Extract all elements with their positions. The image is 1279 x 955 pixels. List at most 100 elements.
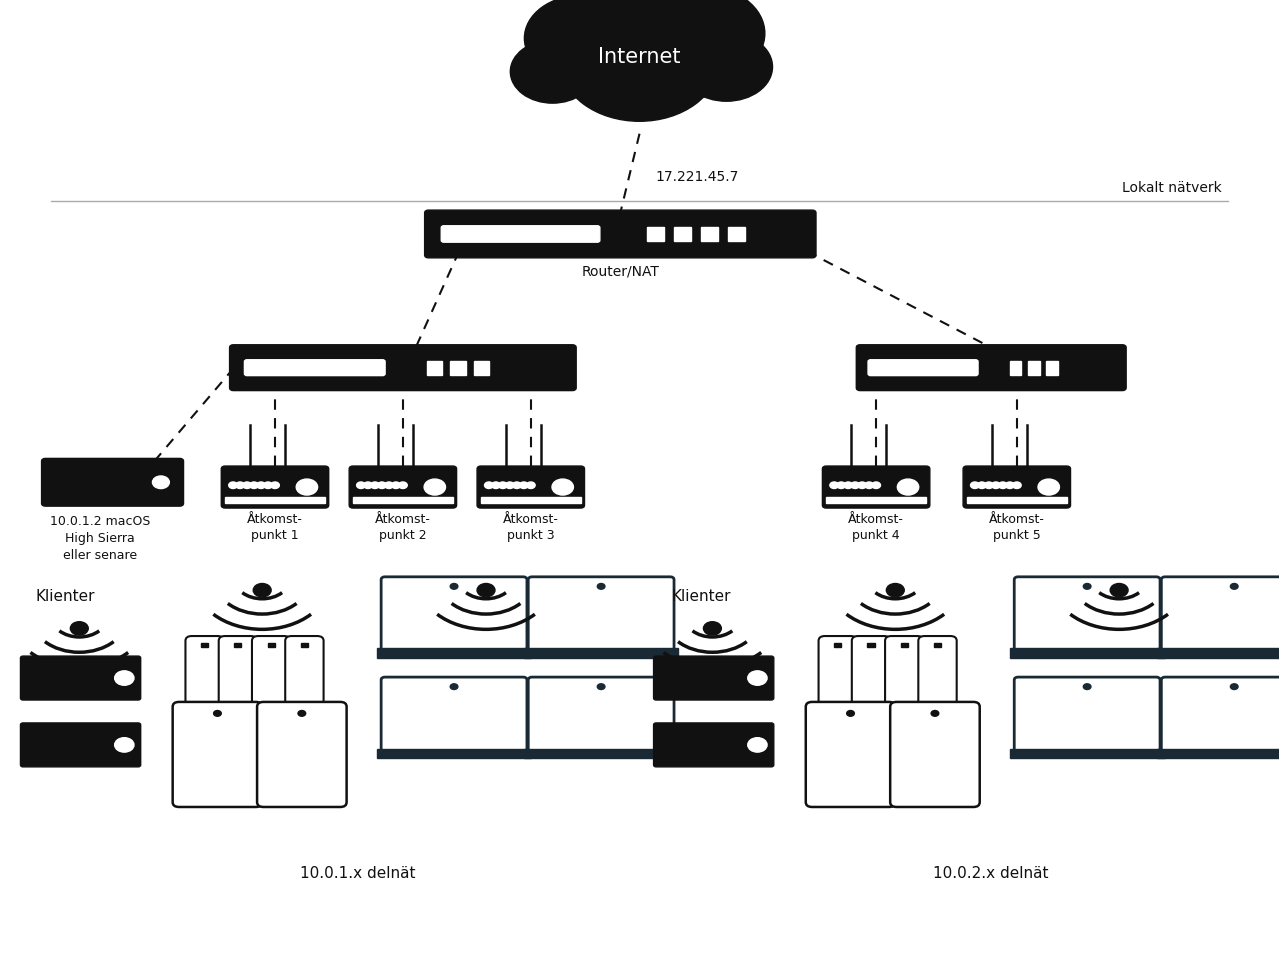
Circle shape — [391, 482, 400, 489]
Bar — [900, 643, 908, 647]
Text: 17.221.45.7: 17.221.45.7 — [655, 170, 739, 184]
Bar — [1009, 361, 1022, 374]
FancyBboxPatch shape — [528, 577, 674, 651]
FancyBboxPatch shape — [1014, 577, 1160, 651]
Circle shape — [847, 711, 854, 716]
Circle shape — [524, 0, 640, 81]
Circle shape — [229, 482, 238, 489]
Circle shape — [385, 482, 394, 489]
Circle shape — [985, 482, 994, 489]
Circle shape — [977, 482, 986, 489]
Bar — [728, 226, 744, 242]
Circle shape — [499, 482, 508, 489]
Circle shape — [1083, 684, 1091, 690]
Bar — [1157, 648, 1279, 658]
Bar — [377, 749, 531, 758]
Bar — [1157, 749, 1279, 758]
Bar — [867, 643, 875, 647]
Bar — [524, 648, 678, 658]
FancyBboxPatch shape — [1014, 677, 1160, 752]
Circle shape — [253, 584, 271, 597]
Text: Åtkomst-
punkt 5: Åtkomst- punkt 5 — [989, 513, 1045, 541]
Text: Åtkomst-
punkt 3: Åtkomst- punkt 3 — [503, 513, 559, 541]
Circle shape — [971, 482, 980, 489]
Circle shape — [527, 482, 535, 489]
Bar — [826, 497, 926, 503]
Circle shape — [371, 482, 380, 489]
FancyBboxPatch shape — [185, 636, 224, 711]
Bar — [834, 643, 842, 647]
Circle shape — [1230, 584, 1238, 589]
FancyBboxPatch shape — [381, 577, 527, 651]
Circle shape — [298, 711, 306, 716]
FancyBboxPatch shape — [244, 360, 385, 375]
Circle shape — [851, 482, 859, 489]
Circle shape — [399, 482, 407, 489]
Bar — [481, 497, 581, 503]
FancyBboxPatch shape — [890, 702, 980, 807]
Circle shape — [235, 482, 244, 489]
Circle shape — [748, 737, 767, 753]
Bar — [234, 643, 242, 647]
Circle shape — [844, 482, 853, 489]
Circle shape — [450, 684, 458, 690]
Circle shape — [271, 482, 279, 489]
Circle shape — [597, 584, 605, 589]
Circle shape — [1039, 479, 1059, 495]
FancyBboxPatch shape — [252, 636, 290, 711]
Circle shape — [491, 482, 500, 489]
Circle shape — [886, 584, 904, 597]
Circle shape — [214, 711, 221, 716]
Circle shape — [363, 482, 372, 489]
FancyBboxPatch shape — [1161, 577, 1279, 651]
Bar — [967, 497, 1067, 503]
Circle shape — [858, 482, 867, 489]
Circle shape — [115, 670, 134, 686]
Circle shape — [563, 0, 660, 41]
Circle shape — [999, 482, 1008, 489]
Bar — [201, 643, 208, 647]
Circle shape — [553, 479, 573, 495]
FancyBboxPatch shape — [219, 636, 257, 711]
Bar — [225, 497, 325, 503]
Bar — [301, 643, 308, 647]
Circle shape — [931, 711, 939, 716]
Text: Klienter: Klienter — [36, 589, 96, 605]
Bar — [1010, 749, 1164, 758]
Circle shape — [357, 482, 366, 489]
Circle shape — [510, 40, 595, 103]
Circle shape — [377, 482, 386, 489]
Circle shape — [1083, 584, 1091, 589]
Text: Lokalt nätverk: Lokalt nätverk — [1122, 180, 1221, 195]
FancyBboxPatch shape — [381, 677, 527, 752]
FancyBboxPatch shape — [441, 225, 600, 243]
FancyBboxPatch shape — [41, 458, 184, 506]
Text: Åtkomst-
punkt 4: Åtkomst- punkt 4 — [848, 513, 904, 541]
Circle shape — [898, 479, 918, 495]
FancyBboxPatch shape — [221, 466, 329, 508]
Bar — [427, 361, 441, 374]
Circle shape — [519, 482, 528, 489]
Circle shape — [513, 482, 522, 489]
FancyBboxPatch shape — [963, 466, 1071, 508]
Text: 10.0.1.x delnät: 10.0.1.x delnät — [301, 866, 416, 881]
Circle shape — [1110, 584, 1128, 597]
FancyBboxPatch shape — [852, 636, 890, 711]
FancyBboxPatch shape — [918, 636, 957, 711]
Circle shape — [505, 482, 514, 489]
Circle shape — [680, 32, 773, 101]
Circle shape — [836, 482, 845, 489]
Bar — [450, 361, 466, 374]
Bar — [934, 643, 941, 647]
FancyBboxPatch shape — [822, 466, 930, 508]
Bar — [475, 361, 490, 374]
Circle shape — [830, 482, 839, 489]
FancyBboxPatch shape — [1161, 677, 1279, 752]
FancyBboxPatch shape — [285, 636, 324, 711]
FancyBboxPatch shape — [425, 210, 816, 258]
Text: Åtkomst-
punkt 1: Åtkomst- punkt 1 — [247, 513, 303, 541]
Circle shape — [597, 684, 605, 690]
Circle shape — [991, 482, 1000, 489]
FancyBboxPatch shape — [230, 345, 577, 391]
Circle shape — [70, 622, 88, 635]
